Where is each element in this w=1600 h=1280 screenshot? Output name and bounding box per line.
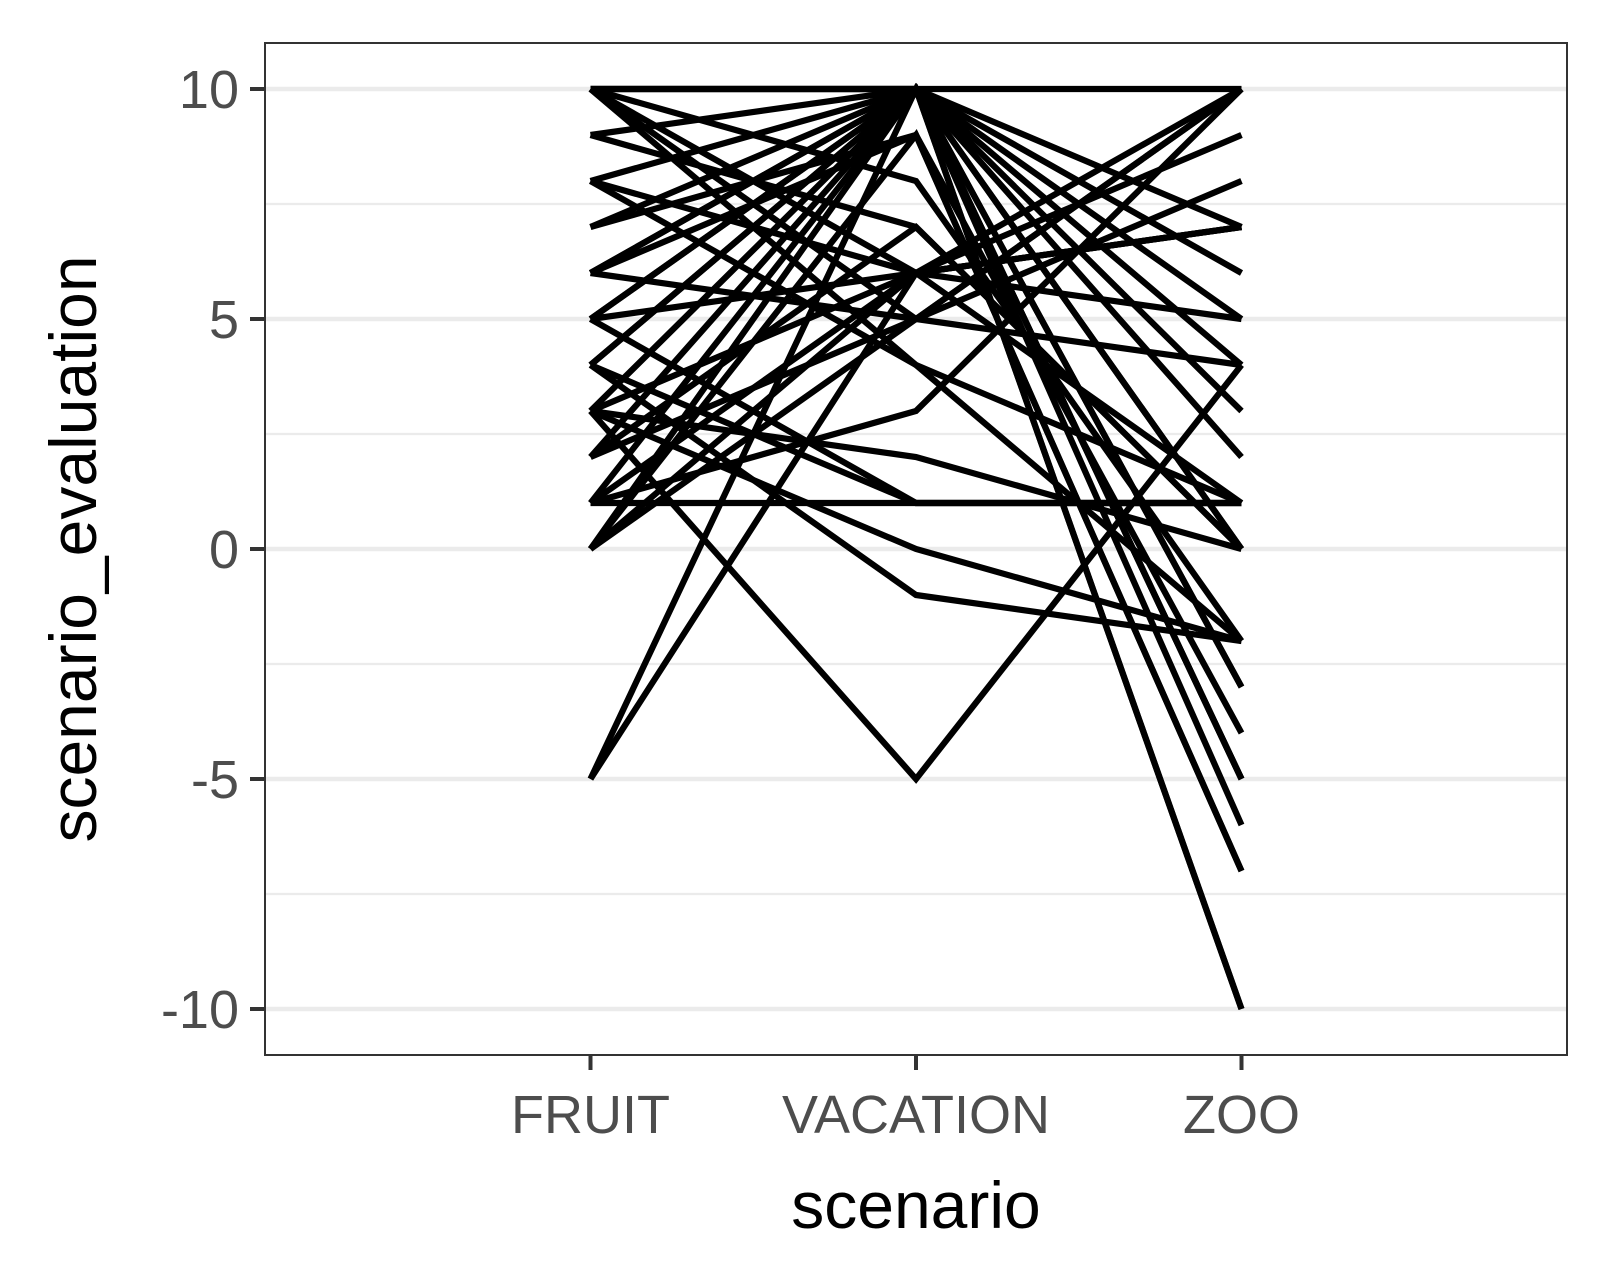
x-tick-label: ZOO: [1183, 1085, 1300, 1145]
series-lines: [587, 82, 1245, 1011]
x-axis-title: scenario: [791, 1168, 1040, 1242]
series-line: [588, 362, 1242, 645]
series-line: [587, 86, 1244, 781]
y-axis: -10 -5 0 5 10: [161, 60, 265, 1040]
y-tick-label: -10: [161, 980, 239, 1040]
series-line: [587, 82, 1245, 781]
y-tick-label: 10: [179, 60, 239, 120]
y-tick-label: 0: [209, 520, 239, 580]
series-line: [588, 86, 1244, 552]
x-tick-label: FRUIT: [511, 1085, 670, 1145]
x-tick-label: VACATION: [782, 1085, 1050, 1145]
y-tick-label: -5: [191, 750, 239, 810]
y-tick-label: 5: [209, 290, 239, 350]
x-axis: FRUIT VACATION ZOO: [511, 1055, 1300, 1145]
series-line: [590, 407, 1243, 552]
series-line: [588, 316, 1242, 507]
series-line: [588, 86, 1244, 644]
y-axis-title: scenario_evaluation: [36, 255, 110, 842]
